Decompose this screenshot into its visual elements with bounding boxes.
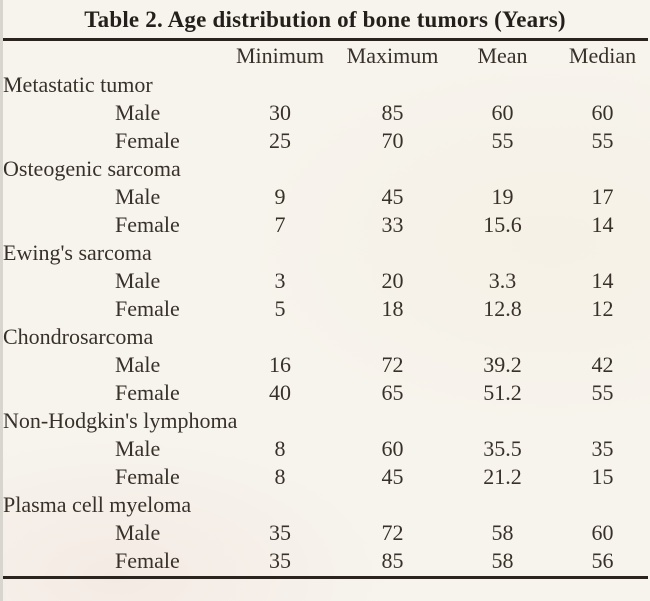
value-cell: 60	[491, 100, 514, 125]
row-label: Male	[115, 352, 161, 377]
value-cell: 12.8	[483, 296, 522, 321]
table-row: Male 35 72 58 60	[0, 519, 650, 547]
row-label: Female	[115, 548, 180, 573]
table-row: Female 35 85 58 56	[0, 547, 650, 575]
bottom-rule	[2, 576, 648, 579]
table-row: Female 5 18 12.8 12	[0, 295, 650, 323]
value-cell: 39.2	[483, 352, 522, 377]
table-row: Male 16 72 39.2 42	[0, 351, 650, 379]
value-cell: 17	[591, 184, 614, 209]
header-minimum: Minimum	[235, 43, 324, 68]
value-cell: 51.2	[483, 380, 522, 405]
value-cell: 15	[591, 464, 614, 489]
value-cell: 45	[381, 464, 404, 489]
section-row: Osteogenic sarcoma	[0, 155, 650, 183]
row-label: Female	[115, 380, 180, 405]
table-row: Female 25 70 55 55	[0, 127, 650, 155]
top-rule	[2, 38, 648, 41]
value-cell: 7	[274, 212, 286, 237]
row-label: Female	[115, 464, 180, 489]
value-cell: 30	[269, 100, 291, 125]
value-cell: 12	[591, 296, 614, 321]
value-cell: 35	[591, 436, 614, 461]
value-cell: 72	[381, 520, 404, 545]
value-cell: 18	[381, 296, 404, 321]
value-cell: 58	[491, 548, 514, 573]
row-label: Female	[115, 212, 180, 237]
value-cell: 56	[591, 548, 614, 573]
section-name: Osteogenic sarcoma	[3, 156, 181, 181]
section-name: Non-Hodgkin's lymphoma	[3, 408, 238, 433]
value-cell: 35.5	[483, 436, 522, 461]
section-name: Metastatic tumor	[3, 72, 153, 97]
value-cell: 21.2	[483, 464, 522, 489]
section-name: Ewing's sarcoma	[3, 240, 152, 265]
table-row: Male 3 20 3.3 14	[0, 267, 650, 295]
value-cell: 42	[591, 352, 614, 377]
value-cell: 85	[381, 100, 404, 125]
scan-edge	[0, 0, 3, 601]
value-cell: 3.3	[488, 268, 517, 293]
value-cell: 65	[381, 380, 404, 405]
value-cell: 55	[591, 128, 614, 153]
row-label: Female	[115, 296, 180, 321]
header-maximum: Maximum	[346, 43, 439, 68]
scanned-table-page: Table 2. Age distribution of bone tumors…	[0, 7, 650, 579]
value-cell: 3	[274, 268, 286, 293]
value-cell: 85	[381, 548, 404, 573]
value-cell: 19	[491, 184, 514, 209]
value-cell: 55	[591, 380, 614, 405]
value-cell: 8	[274, 436, 286, 461]
row-label: Female	[115, 128, 180, 153]
table-body: Metastatic tumor Male 30 85 60 60 Female 25 70 55…	[0, 71, 650, 575]
value-cell: 60	[381, 436, 404, 461]
value-cell: 15.6	[483, 212, 522, 237]
table-row: Female 8 45 21.2 15	[0, 463, 650, 491]
section-row: Chondrosarcoma	[0, 323, 650, 351]
table-title: Table 2. Age distribution of bone tumors…	[84, 7, 566, 32]
value-cell: 35	[269, 548, 291, 573]
table-row: Male 8 60 35.5 35	[0, 435, 650, 463]
age-distribution-table: Minimum Maximum Mean Median Metastatic t…	[0, 41, 650, 575]
table-header: Minimum Maximum Mean Median	[0, 41, 650, 71]
header-empty-cell	[0, 41, 225, 71]
row-label: Male	[115, 268, 161, 293]
value-cell: 70	[381, 128, 404, 153]
table-row: Female 40 65 51.2 55	[0, 379, 650, 407]
section-row: Metastatic tumor	[0, 71, 650, 99]
row-label: Male	[115, 184, 161, 209]
header-mean: Mean	[477, 43, 528, 68]
section-row: Plasma cell myeloma	[0, 491, 650, 519]
value-cell: 35	[269, 520, 291, 545]
value-cell: 14	[591, 212, 614, 237]
section-name: Chondrosarcoma	[3, 324, 154, 349]
table-row: Female 7 33 15.6 14	[0, 211, 650, 239]
section-name: Plasma cell myeloma	[3, 492, 192, 517]
header-row: Minimum Maximum Mean Median	[0, 41, 650, 71]
value-cell: 16	[269, 352, 291, 377]
value-cell: 60	[591, 520, 614, 545]
section-row: Non-Hodgkin's lymphoma	[0, 407, 650, 435]
value-cell: 58	[491, 520, 514, 545]
table-row: Male 9 45 19 17	[0, 183, 650, 211]
value-cell: 5	[274, 296, 286, 321]
value-cell: 8	[274, 464, 286, 489]
value-cell: 60	[591, 100, 614, 125]
value-cell: 72	[381, 352, 404, 377]
header-median: Median	[568, 43, 637, 68]
section-row: Ewing's sarcoma	[0, 239, 650, 267]
row-label: Male	[115, 520, 161, 545]
value-cell: 55	[491, 128, 514, 153]
table-row: Male 30 85 60 60	[0, 99, 650, 127]
row-label: Male	[115, 436, 161, 461]
value-cell: 45	[381, 184, 404, 209]
value-cell: 25	[269, 128, 291, 153]
value-cell: 9	[274, 184, 286, 209]
value-cell: 40	[269, 380, 291, 405]
value-cell: 20	[381, 268, 404, 293]
row-label: Male	[115, 100, 161, 125]
value-cell: 14	[591, 268, 614, 293]
value-cell: 33	[381, 212, 404, 237]
